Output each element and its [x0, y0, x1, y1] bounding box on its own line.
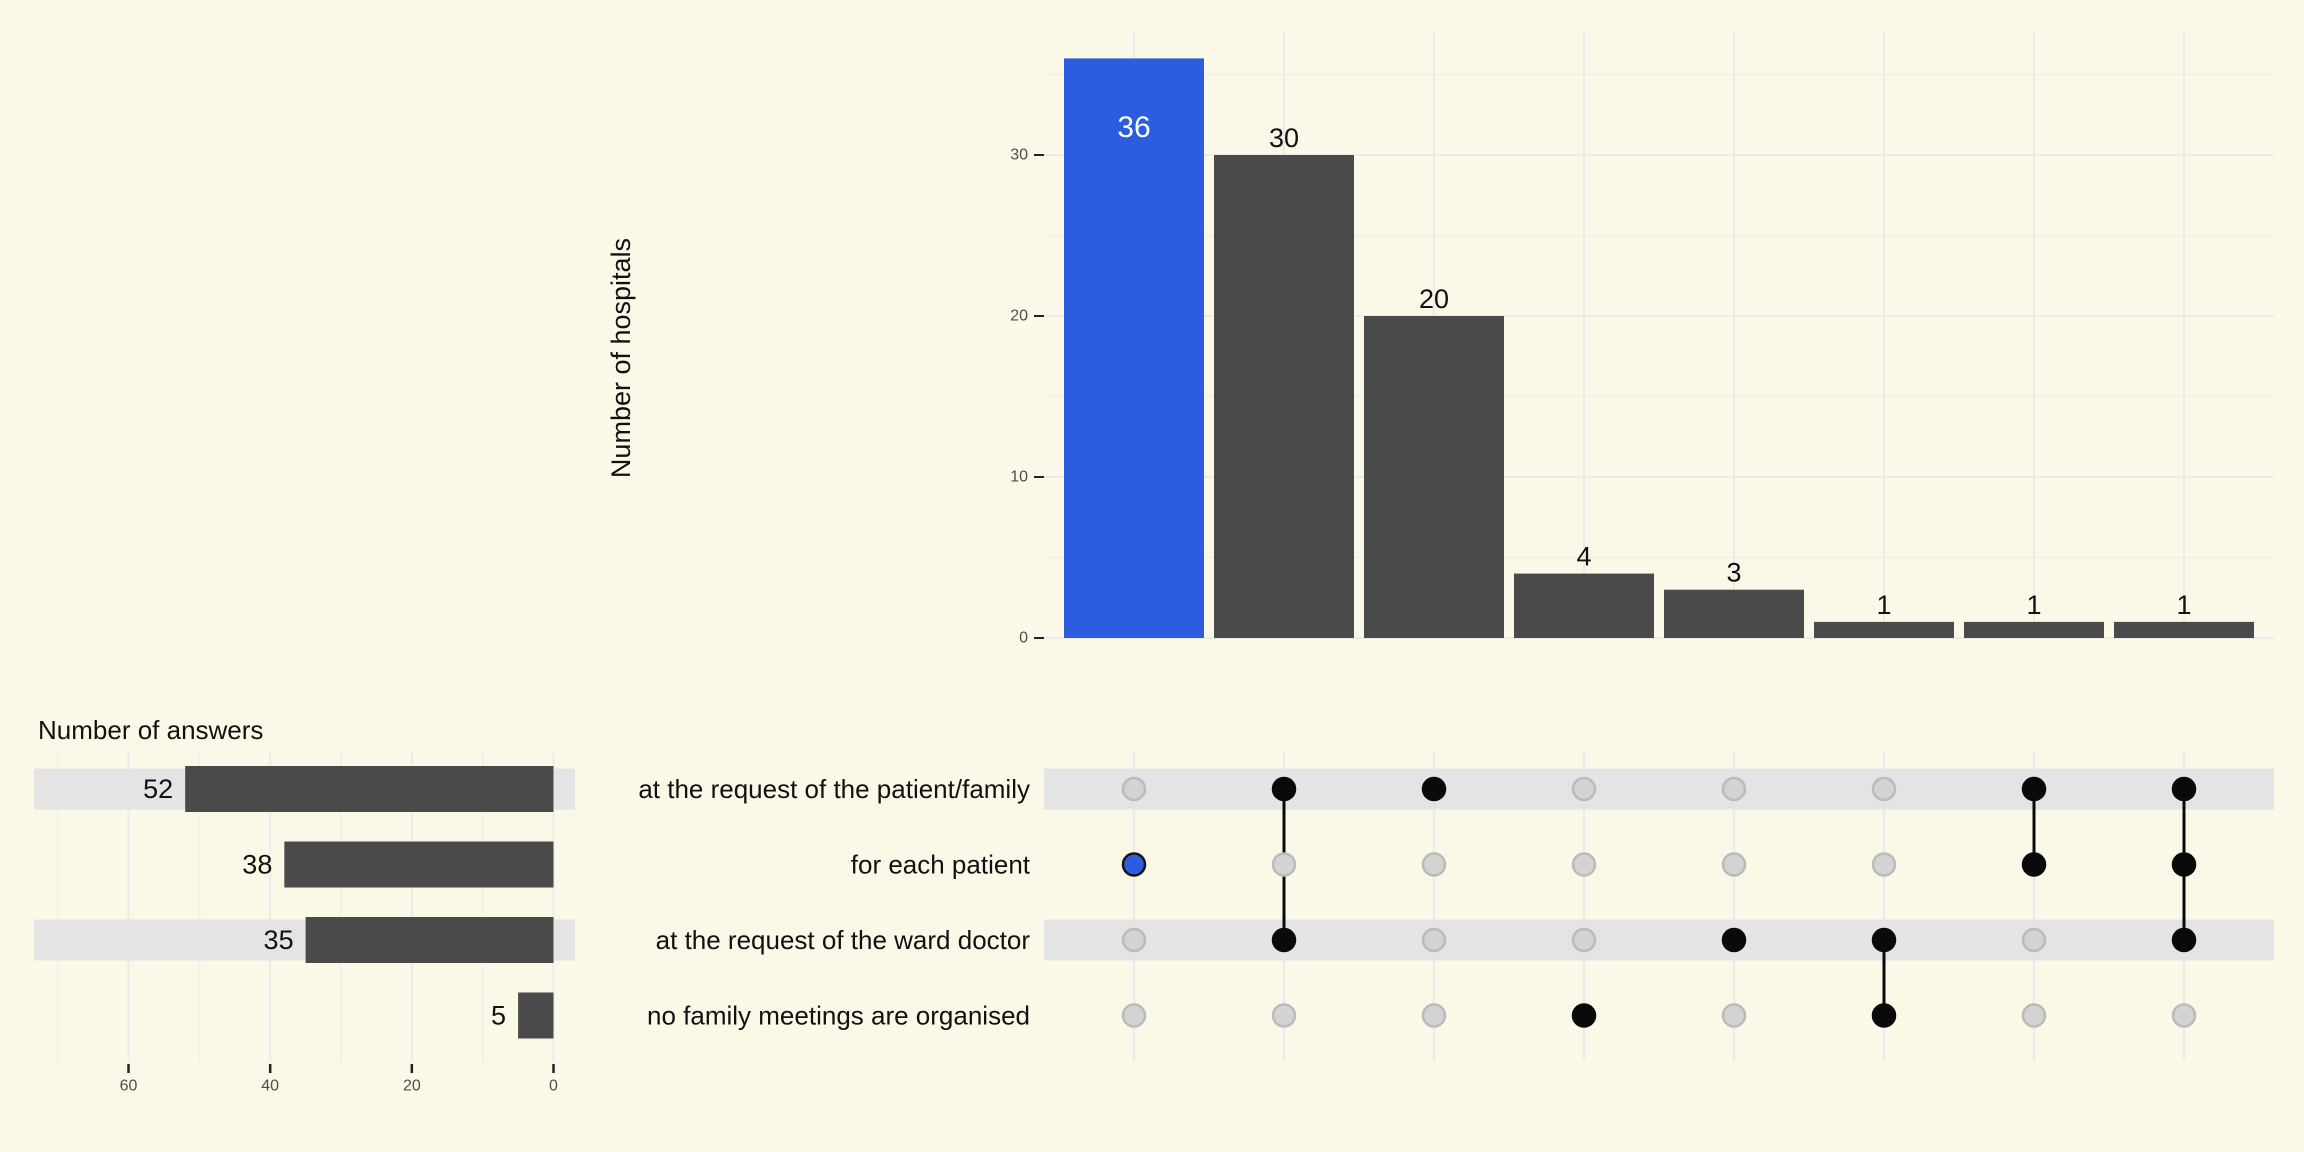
matrix-dot-active [1721, 927, 1747, 953]
intersection-bar [1664, 589, 1804, 638]
intersection-bar [1364, 316, 1504, 638]
intersection-bar-value: 1 [1876, 590, 1891, 620]
matrix-dot-inactive [1121, 1003, 1147, 1028]
matrix-dot-inactive [1121, 776, 1147, 802]
matrix-row-label: at the request of the ward doctor [656, 925, 1031, 955]
intersection-bar [1064, 58, 1204, 638]
matrix-dot-inactive [1721, 852, 1747, 877]
matrix-dot-active [2021, 776, 2047, 802]
text-layer: 0 10 20 30 60 40 20 0 at the request of the pati… [120, 147, 1044, 1095]
matrix-row-label: no family meetings are organised [647, 1001, 1030, 1031]
matrix-dot-inactive [1871, 776, 1897, 802]
set-size-bar [185, 766, 554, 812]
matrix-dot-inactive [1571, 776, 1597, 802]
row-stripe [1044, 919, 2274, 961]
matrix-dot-active [2171, 852, 2197, 877]
set-size-chart-title: Number of answers [38, 715, 263, 745]
matrix-dot-inactive [1721, 776, 1747, 802]
matrix-dot-inactive [2021, 1003, 2047, 1028]
matrix-dot-inactive [1721, 1003, 1747, 1028]
row-stripe [1044, 768, 2274, 810]
matrix-dot-inactive [1421, 927, 1447, 953]
set-size-bar-value: 38 [242, 850, 272, 880]
matrix-dot-active [1421, 776, 1447, 802]
matrix-dot-active [1271, 927, 1297, 953]
intersection-bar [1964, 621, 2104, 638]
y-axis-tick-label: 10 [1010, 469, 1028, 486]
set-size-bar-value: 5 [491, 1001, 506, 1031]
set-size-bar [284, 841, 554, 888]
matrix-dot-inactive [1421, 852, 1447, 877]
y-axis-tick-label: 20 [1010, 308, 1028, 325]
intersection-bar [1514, 573, 1654, 638]
bars-layer: 36 30 20 4 3 1 1 1 52 38 35 5 [143, 58, 2254, 1039]
matrix-row-label: for each patient [851, 850, 1031, 880]
matrix-row-label: at the request of the patient/family [638, 774, 1030, 804]
intersection-bar-value: 1 [2026, 590, 2041, 620]
intersection-bar-value: 3 [1726, 558, 1741, 588]
intersection-bar-value: 30 [1269, 123, 1299, 153]
matrix-dot-active [1271, 776, 1297, 802]
intersection-bar-value: 4 [1576, 542, 1591, 572]
matrix-dot-inactive [2171, 1003, 2197, 1028]
intersection-bar-value: 36 [1117, 111, 1150, 144]
x-axis-tick-label: 0 [549, 1078, 558, 1095]
y-axis-tick-label: 30 [1010, 147, 1028, 164]
matrix-dot-active [1571, 1003, 1597, 1028]
matrix-dot-active [1121, 852, 1147, 877]
intersection-bar-value: 1 [2176, 590, 2191, 620]
intersection-bar-value: 20 [1419, 284, 1449, 314]
matrix-layer [1121, 776, 2197, 1028]
intersection-bar [1814, 621, 1954, 638]
x-axis-tick-label: 40 [261, 1078, 279, 1095]
matrix-dot-inactive [1121, 927, 1147, 953]
matrix-dot-active [2021, 852, 2047, 877]
y-axis-tick-label: 0 [1019, 630, 1028, 647]
x-axis-tick-label: 20 [403, 1078, 421, 1095]
matrix-dot-active [2171, 776, 2197, 802]
matrix-dot-inactive [1571, 852, 1597, 877]
matrix-dot-active [1871, 1003, 1897, 1028]
matrix-dot-inactive [1571, 927, 1597, 953]
y-axis-title: Number of hospitals [606, 238, 636, 478]
matrix-dot-inactive [1271, 1003, 1297, 1028]
matrix-dot-inactive [2021, 927, 2047, 953]
matrix-dot-inactive [1421, 1003, 1447, 1028]
set-size-bar [305, 917, 554, 963]
x-axis-tick-label: 60 [120, 1078, 138, 1095]
matrix-dot-active [1871, 927, 1897, 953]
matrix-dot-active [2171, 927, 2197, 953]
intersection-bar [1214, 155, 1354, 638]
set-size-bar-value: 35 [264, 925, 294, 955]
set-size-bar-value: 52 [143, 774, 173, 804]
set-size-bar [518, 992, 554, 1039]
matrix-dot-inactive [1271, 852, 1297, 877]
matrix-dot-inactive [1871, 852, 1897, 877]
intersection-bar [2114, 621, 2254, 638]
